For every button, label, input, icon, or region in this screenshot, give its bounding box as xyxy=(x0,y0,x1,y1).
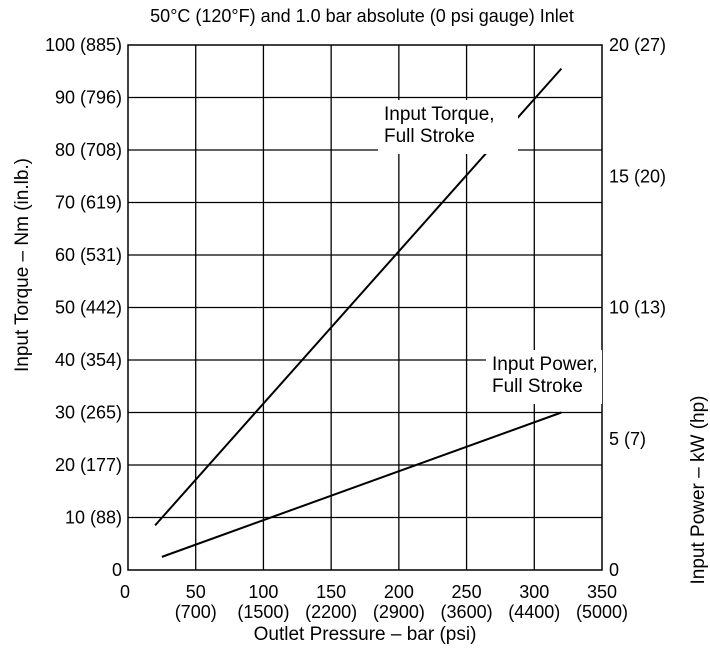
y2-tick-label: 5 (7) xyxy=(609,429,646,449)
grid xyxy=(128,45,602,570)
y-tick-label: 80 (708) xyxy=(55,140,122,160)
x-tick-label: 300 xyxy=(519,582,549,602)
y-tick-label: 0 xyxy=(112,560,122,580)
x-axis-title: Outlet Pressure – bar (psi) xyxy=(254,624,477,645)
y2-tick-label: 15 (20) xyxy=(609,166,666,186)
y2-tick-label: 20 (27) xyxy=(609,35,666,55)
y-tick-label: 50 (442) xyxy=(55,298,122,318)
chart-subtitle: 50°C (120°F) and 1.0 bar absolute (0 psi… xyxy=(150,6,574,26)
x-tick-label: 100 xyxy=(248,582,278,602)
series-label-background xyxy=(486,350,602,404)
y-tick-label: 40 (354) xyxy=(55,350,122,370)
x-tick-label: 50 xyxy=(186,582,206,602)
series-label: Input Torque, xyxy=(384,104,495,125)
series-label: Full Stroke xyxy=(492,376,583,397)
y-tick-label: 90 (796) xyxy=(55,88,122,108)
series-label: Input Power, xyxy=(492,354,598,375)
tick-labels: 0 50(700) 100(1500) 150(2200) 200(2900) 250(3… xyxy=(45,35,666,622)
x-tick-sublabel: (2900) xyxy=(373,602,425,622)
x-tick-label: 250 xyxy=(452,582,482,602)
plot-frame xyxy=(127,44,603,571)
y-tick-label: 100 (885) xyxy=(45,35,122,55)
x-tick-label: 200 xyxy=(384,582,414,602)
y-tick-label: 70 (619) xyxy=(55,193,122,213)
x-tick-sublabel: (1500) xyxy=(237,602,289,622)
x-tick-sublabel: (2200) xyxy=(305,602,357,622)
series-label: Full Stroke xyxy=(384,126,475,147)
y2-tick-label: 10 (13) xyxy=(609,298,666,318)
x-tick-sublabel: (700) xyxy=(175,602,217,622)
y-tick-label: 20 (177) xyxy=(55,455,122,475)
x-tick-label: 0 xyxy=(120,582,130,602)
y-tick-label: 60 (531) xyxy=(55,245,122,265)
y2-tick-label: 0 xyxy=(609,560,619,580)
series-label-background xyxy=(378,100,518,154)
x-tick-sublabel: (5000) xyxy=(576,602,628,622)
series-line xyxy=(161,411,562,558)
x-tick-sublabel: (4400) xyxy=(508,602,560,622)
y-axis-title: Input Torque – Nm (in.lb.) xyxy=(12,158,33,372)
x-tick-label: 350 xyxy=(587,582,617,602)
y-tick-label: 10 (88) xyxy=(65,508,122,528)
x-tick-sublabel: (3600) xyxy=(441,602,493,622)
y-tick-label: 30 (265) xyxy=(55,403,122,423)
y2-axis-title: Input Power – kW (hp) xyxy=(688,395,709,584)
x-tick-label: 150 xyxy=(316,582,346,602)
